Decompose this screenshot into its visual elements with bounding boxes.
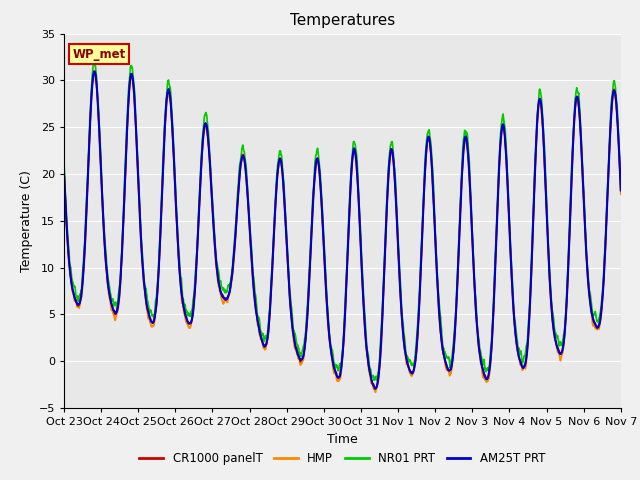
CR1000 panelT — [359, 284, 367, 290]
Legend: CR1000 panelT, HMP, NR01 PRT, AM25T PRT: CR1000 panelT, HMP, NR01 PRT, AM25T PRT — [135, 447, 550, 469]
AM25T PRT — [584, 270, 591, 276]
HMP — [617, 192, 625, 197]
AM25T PRT — [216, 284, 223, 289]
CR1000 panelT — [584, 270, 591, 276]
CR1000 panelT — [90, 68, 98, 74]
CR1000 panelT — [216, 283, 223, 289]
HMP — [372, 389, 380, 395]
AM25T PRT — [371, 385, 379, 391]
NR01 PRT — [505, 197, 513, 203]
CR1000 panelT — [568, 164, 576, 169]
AM25T PRT — [359, 284, 367, 290]
AM25T PRT — [60, 169, 68, 175]
HMP — [371, 386, 379, 392]
CR1000 panelT — [371, 386, 379, 392]
AM25T PRT — [617, 188, 625, 193]
Title: Temperatures: Temperatures — [290, 13, 395, 28]
NR01 PRT — [617, 184, 625, 190]
HMP — [216, 288, 223, 294]
HMP — [359, 285, 367, 291]
AM25T PRT — [505, 204, 513, 210]
HMP — [91, 71, 99, 77]
CR1000 panelT — [505, 205, 513, 211]
CR1000 panelT — [60, 168, 68, 174]
NR01 PRT — [568, 155, 576, 160]
NR01 PRT — [90, 59, 97, 65]
Line: NR01 PRT: NR01 PRT — [64, 62, 621, 380]
AM25T PRT — [371, 385, 379, 391]
NR01 PRT — [60, 159, 68, 165]
HMP — [60, 172, 68, 178]
CR1000 panelT — [617, 187, 625, 193]
CR1000 panelT — [371, 386, 379, 392]
HMP — [584, 274, 591, 280]
Y-axis label: Temperature (C): Temperature (C) — [20, 170, 33, 272]
Line: HMP: HMP — [64, 74, 621, 392]
AM25T PRT — [568, 163, 576, 168]
Line: AM25T PRT: AM25T PRT — [64, 72, 621, 388]
AM25T PRT — [90, 69, 98, 74]
NR01 PRT — [372, 377, 380, 383]
HMP — [505, 208, 513, 214]
NR01 PRT — [359, 276, 367, 281]
NR01 PRT — [216, 277, 223, 283]
Text: WP_met: WP_met — [72, 48, 125, 61]
Line: CR1000 panelT: CR1000 panelT — [64, 71, 621, 389]
HMP — [568, 168, 576, 174]
NR01 PRT — [371, 375, 379, 381]
X-axis label: Time: Time — [327, 432, 358, 445]
NR01 PRT — [584, 266, 591, 272]
